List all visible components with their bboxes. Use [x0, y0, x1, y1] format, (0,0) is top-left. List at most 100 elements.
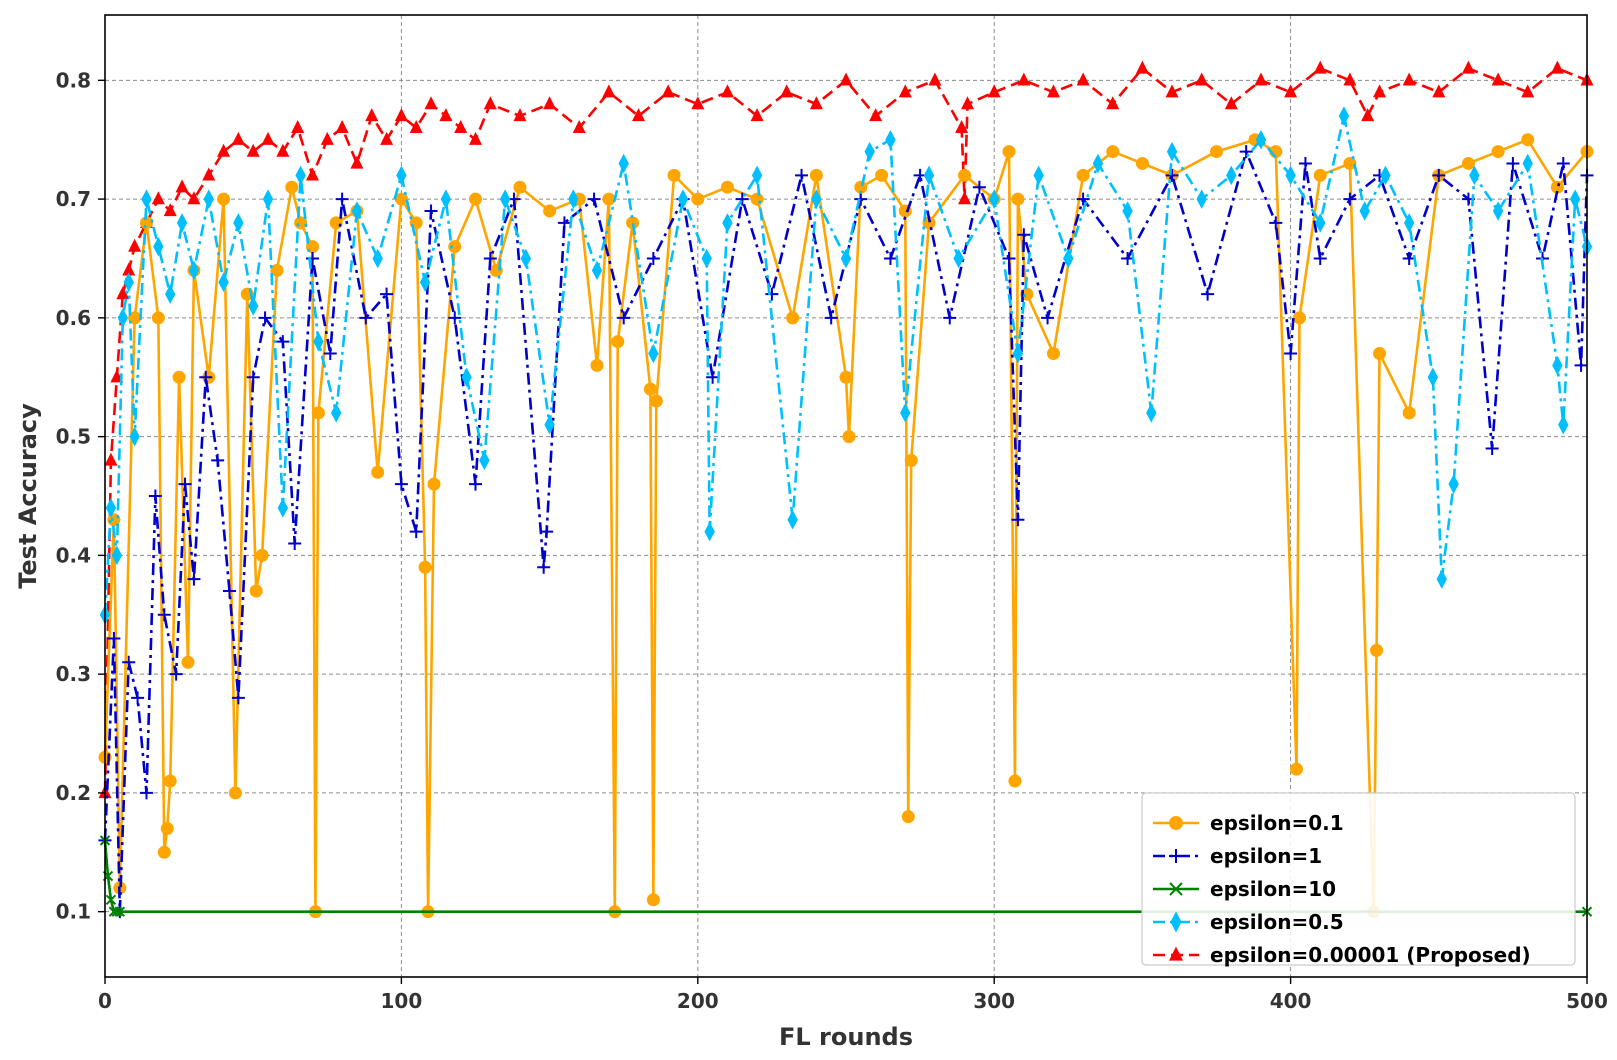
legend-item: epsilon=0.1: [1153, 811, 1344, 835]
data-point: [424, 96, 438, 110]
data-point: [153, 236, 164, 257]
data-point: [1313, 251, 1327, 265]
x-tick-label: 400: [1270, 989, 1312, 1013]
data-point: [323, 346, 337, 360]
data-point: [1254, 72, 1268, 86]
series-epsilon=0.00001 (Proposed): [98, 60, 1594, 799]
data-point: [928, 72, 942, 86]
data-point: [105, 498, 117, 518]
data-point: [1315, 213, 1326, 233]
data-point: [277, 498, 289, 518]
series-line: [103, 138, 1588, 913]
data-point: [335, 192, 349, 206]
data-point: [295, 165, 306, 186]
data-point: [160, 822, 174, 836]
data-point: [1169, 816, 1183, 830]
data-point: [1285, 165, 1296, 186]
data-point: [104, 452, 118, 466]
data-point: [1076, 192, 1090, 206]
data-point: [1135, 156, 1149, 170]
legend-label: epsilon=0.5: [1210, 910, 1344, 934]
data-point: [750, 192, 764, 206]
data-point: [901, 810, 915, 824]
data-point: [1313, 60, 1327, 74]
data-point: [704, 521, 715, 542]
data-point: [543, 96, 557, 110]
data-point: [439, 108, 453, 122]
data-point: [469, 477, 482, 491]
data-point: [1033, 165, 1044, 186]
data-point: [231, 131, 245, 145]
series-epsilon=0.1: [98, 133, 1594, 919]
data-point: [904, 453, 918, 467]
data-point: [469, 192, 482, 206]
series-line: [103, 150, 1589, 913]
y-tick-label: 0.8: [56, 68, 91, 92]
data-point: [409, 120, 423, 134]
data-point: [989, 189, 1000, 209]
data-point: [1506, 156, 1520, 170]
data-point: [157, 845, 171, 859]
data-point: [864, 141, 875, 162]
data-point: [786, 311, 800, 325]
data-point: [128, 238, 142, 252]
data-point: [839, 72, 853, 86]
data-point: [590, 358, 604, 372]
data-point: [787, 510, 798, 530]
data-point: [172, 370, 186, 384]
data-point: [632, 108, 646, 122]
data-point: [513, 108, 527, 122]
ticks: 0 100 200 300 400 500 0.1 0.2 0.3 0.4 0.5 0.6 0.7 0.8: [56, 68, 1608, 1013]
data-point: [735, 192, 749, 206]
data-point: [1402, 406, 1416, 420]
data-point: [809, 168, 823, 182]
data-point: [1292, 311, 1306, 325]
data-point: [1521, 133, 1535, 147]
data-point: [1269, 216, 1283, 230]
data-point: [1284, 346, 1298, 360]
data-point: [188, 260, 200, 281]
data-point: [722, 213, 733, 233]
data-point: [1491, 72, 1505, 86]
data-point: [261, 131, 275, 145]
legend-label: epsilon=10: [1210, 877, 1336, 901]
data-point: [1170, 911, 1182, 933]
data-point: [228, 786, 242, 800]
data-point: [427, 477, 441, 491]
data-point: [1550, 60, 1564, 74]
data-point: [350, 155, 364, 169]
data-point: [1427, 367, 1439, 387]
legend-item: epsilon=0.5: [1153, 910, 1344, 934]
data-point: [1448, 474, 1459, 494]
data-point: [953, 248, 964, 269]
data-point: [1284, 84, 1298, 98]
data-point: [394, 108, 408, 122]
data-point: [114, 906, 126, 917]
data-point: [148, 489, 162, 503]
data-point: [854, 180, 868, 194]
data-point: [202, 167, 216, 181]
data-point: [626, 216, 640, 230]
data-point: [1298, 156, 1312, 170]
data-point: [163, 774, 177, 788]
data-point: [1343, 72, 1357, 86]
data-point: [380, 131, 394, 145]
data-point: [795, 168, 809, 182]
data-point: [276, 143, 290, 157]
data-point: [246, 143, 260, 157]
legend-label: epsilon=0.00001 (Proposed): [1210, 943, 1531, 967]
data-point: [359, 311, 373, 325]
data-point: [1165, 84, 1179, 98]
data-point: [396, 165, 407, 186]
data-point: [611, 335, 625, 349]
data-point: [557, 216, 571, 230]
data-point: [1092, 153, 1104, 174]
x-tick-label: 500: [1566, 989, 1608, 1013]
y-tick-label: 0.5: [56, 425, 91, 449]
data-point: [691, 192, 705, 206]
data-point: [1522, 153, 1533, 174]
data-point: [1556, 156, 1570, 170]
data-point: [163, 203, 177, 217]
data-point: [187, 572, 201, 586]
